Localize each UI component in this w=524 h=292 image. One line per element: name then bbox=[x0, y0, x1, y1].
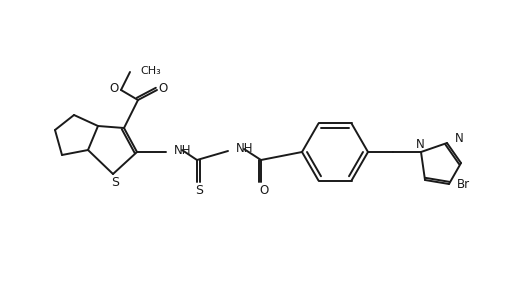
Text: O: O bbox=[259, 183, 269, 197]
Text: CH₃: CH₃ bbox=[140, 66, 161, 76]
Text: S: S bbox=[111, 176, 119, 190]
Text: NH: NH bbox=[236, 142, 254, 156]
Text: O: O bbox=[158, 81, 168, 95]
Text: N: N bbox=[416, 138, 424, 150]
Text: S: S bbox=[195, 183, 203, 197]
Text: Br: Br bbox=[457, 178, 470, 192]
Text: N: N bbox=[455, 131, 464, 145]
Text: NH: NH bbox=[174, 143, 191, 157]
Text: O: O bbox=[110, 81, 118, 95]
